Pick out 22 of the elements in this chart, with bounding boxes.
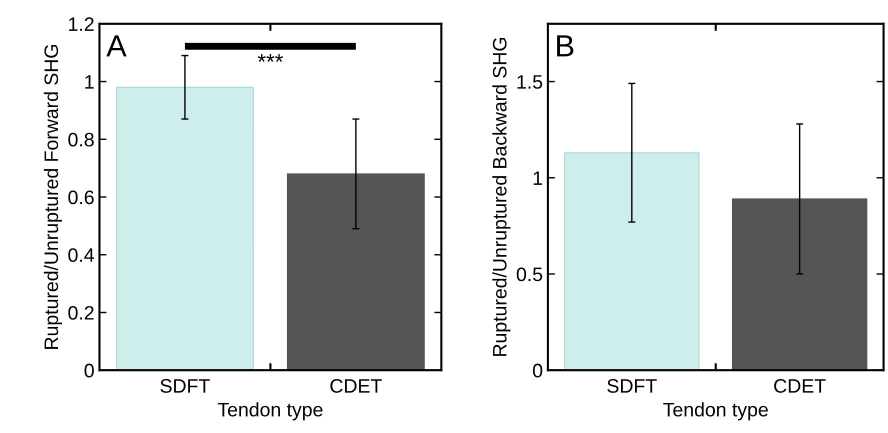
y-tick-label: 0.2 — [68, 306, 94, 320]
y-axis-title: Ruptured/Unruptured Backward SHG — [492, 38, 510, 356]
y-tick-label: 0 — [84, 364, 94, 378]
x-tick-label: CDET — [330, 379, 382, 393]
x-axis-title: Tendon type — [663, 402, 768, 420]
y-tick-label: 1 — [85, 75, 94, 89]
y-tick-label: 1.5 — [517, 75, 542, 89]
y-tick-label: 0.4 — [68, 248, 94, 262]
annotation: *** — [258, 54, 284, 62]
x-tick-label: CDET — [774, 379, 826, 393]
y-tick-label: 1 — [534, 171, 542, 185]
x-tick-label: SDFT — [607, 379, 657, 393]
x-tick-label: SDFT — [160, 379, 210, 393]
annotation: A — [106, 35, 127, 56]
y-tick-label: 0.6 — [68, 190, 94, 204]
y-tick-label: 1.2 — [69, 17, 94, 31]
y-tick-label: 0 — [532, 364, 542, 378]
y-axis-title: Ruptured/Unruptured Forward SHG — [44, 44, 62, 349]
y-tick-label: 0.5 — [516, 267, 542, 282]
y-tick-label: 0.8 — [68, 132, 94, 147]
annotation: B — [557, 35, 574, 56]
x-axis-title: Tendon type — [218, 402, 323, 420]
